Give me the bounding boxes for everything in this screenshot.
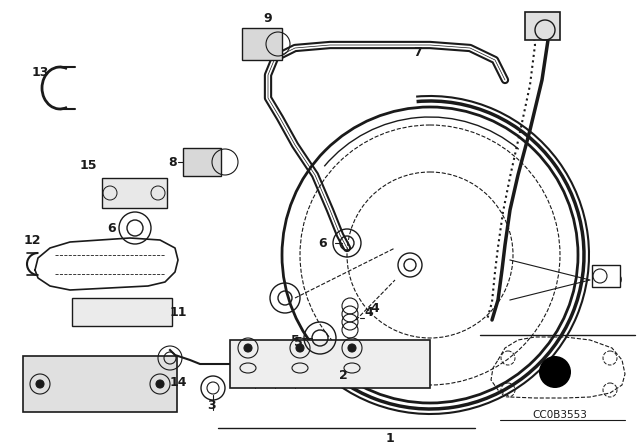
Text: CC0B3553: CC0B3553 [532,410,588,420]
Text: 4: 4 [365,306,373,319]
Text: 5: 5 [291,333,300,346]
Text: 9: 9 [264,12,272,25]
Text: 4: 4 [371,302,380,314]
FancyBboxPatch shape [102,178,167,208]
Text: 7: 7 [413,46,422,59]
FancyBboxPatch shape [242,28,282,60]
Text: 5: 5 [294,336,302,349]
Text: 2: 2 [339,369,348,382]
Circle shape [348,344,356,352]
Text: 8: 8 [169,155,177,168]
FancyBboxPatch shape [72,298,172,326]
Text: 3: 3 [208,399,216,412]
FancyBboxPatch shape [592,265,620,287]
FancyBboxPatch shape [23,356,177,412]
Text: 6: 6 [319,237,327,250]
Text: 11: 11 [169,306,187,319]
Text: 15: 15 [79,159,97,172]
Text: 10: 10 [605,273,623,287]
Text: 14: 14 [169,375,187,388]
FancyBboxPatch shape [230,340,430,388]
Bar [525,12,560,40]
Circle shape [539,356,571,388]
Text: 6: 6 [108,221,116,234]
Text: 13: 13 [31,65,49,78]
FancyBboxPatch shape [183,148,221,176]
Text: 1: 1 [386,431,394,444]
Circle shape [296,344,304,352]
Circle shape [36,380,44,388]
Circle shape [156,380,164,388]
Circle shape [244,344,252,352]
Text: 12: 12 [23,233,41,246]
